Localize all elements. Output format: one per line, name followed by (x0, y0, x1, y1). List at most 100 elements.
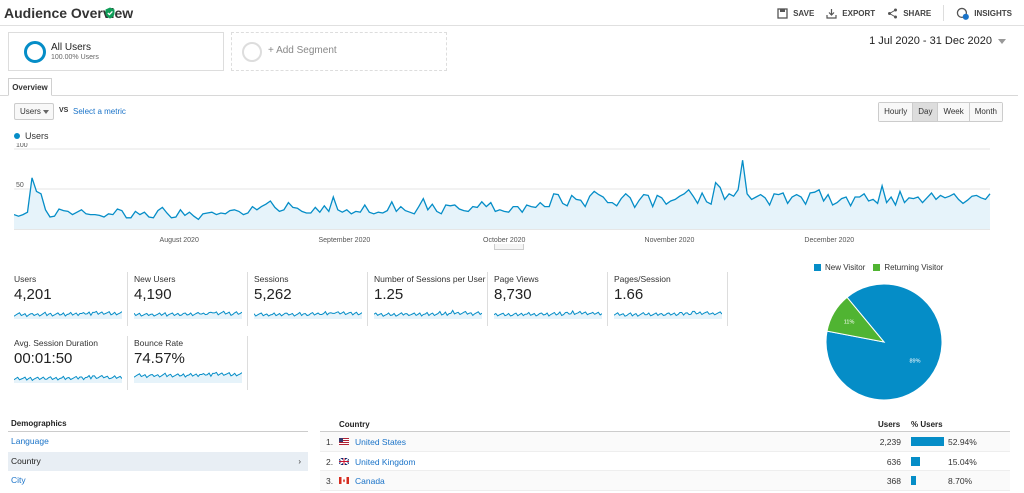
share-icon (888, 8, 898, 18)
month-button[interactable]: Month (969, 103, 1002, 121)
col-users-header[interactable]: Users (878, 420, 901, 429)
save-icon (777, 7, 788, 19)
metric-tile[interactable]: Sessions 5,262 (254, 272, 368, 326)
week-button[interactable]: Week (938, 103, 970, 121)
pie-slice-returning-visitor[interactable] (826, 296, 886, 343)
demographics-item-label: Country (11, 455, 41, 466)
segment-subtitle: 100.00% Users (51, 54, 99, 61)
x-tick-label: August 2020 (160, 237, 199, 244)
demographics-item-language[interactable]: Language (8, 432, 308, 452)
save-button[interactable]: SAVE (777, 7, 814, 19)
add-segment-label: + Add Segment (268, 45, 337, 56)
metric-label: Number of Sessions per User (374, 274, 486, 284)
day-button[interactable]: Day (913, 103, 939, 121)
metric-tile[interactable]: Number of Sessions per User 1.25 (374, 272, 488, 326)
metric-tile[interactable]: Avg. Session Duration 00:01:50 (14, 336, 128, 390)
row-rank: 1. (326, 437, 334, 447)
demographics-panel: Demographics Language Country › City (8, 416, 308, 491)
verified-shield-icon (105, 7, 115, 19)
metric-tile[interactable]: Pages/Session 1.66 (614, 272, 728, 326)
row-rank: 3. (326, 476, 334, 486)
sparkline-line (14, 374, 122, 382)
row-users: 636 (886, 456, 901, 467)
x-tick-label: September 2020 (319, 237, 371, 244)
metric-tile[interactable]: Users 4,201 (14, 272, 128, 326)
metric-sparkline (134, 310, 242, 319)
country-link[interactable]: Canada (355, 476, 385, 486)
metric-tile[interactable]: Page Views 8,730 (494, 272, 608, 326)
metric-value: 5,262 (254, 286, 292, 303)
metric-value: 4,201 (14, 286, 52, 303)
country-link[interactable]: United States (355, 437, 407, 447)
pie-legend: New Visitor Returning Visitor (814, 263, 951, 272)
row-pct: 52.94% (948, 437, 977, 447)
x-tick-label: December 2020 (804, 237, 854, 244)
metric-tile[interactable]: Bounce Rate 74.57% (134, 336, 248, 390)
hourly-button[interactable]: Hourly (879, 103, 914, 121)
row-rank: 2. (326, 456, 334, 467)
sparkline-area (14, 311, 122, 319)
demographics-item-label: Language (11, 436, 49, 446)
metric-value: 1.25 (374, 286, 404, 303)
metric-sparkline (494, 309, 602, 319)
share-button[interactable]: SHARE (887, 8, 931, 19)
top-bar: Audience Overview SAVE EXPORT SHARE INSI… (0, 0, 1024, 26)
ca-flag-icon (339, 477, 349, 484)
metric-select-value: Users (20, 107, 41, 116)
x-tick-label: November 2020 (645, 237, 695, 244)
metric-label: Page Views (494, 274, 539, 284)
chart-resize-handle[interactable] (494, 244, 524, 250)
action-divider (943, 5, 945, 21)
demographics-item-country[interactable]: Country › (8, 451, 308, 471)
metric-label: Users (14, 274, 37, 284)
sparkline-line (254, 310, 362, 317)
tab-divider (0, 95, 1018, 96)
granularity-toggle: Hourly Day Week Month (878, 102, 1003, 122)
y-tick-label: 100 (16, 143, 28, 149)
row-pct: 15.04% (948, 456, 977, 467)
chevron-down-icon (43, 110, 49, 114)
vs-label: VS (59, 107, 69, 114)
pie-slice-label: 89% (909, 358, 920, 364)
metric-sparkline (254, 310, 362, 319)
add-segment-button[interactable]: + Add Segment (231, 32, 447, 71)
row-pct: 8.70% (948, 476, 973, 486)
chevron-right-icon: › (298, 456, 301, 466)
country-link[interactable]: United Kingdom (355, 456, 416, 467)
metric-sparkline (14, 374, 122, 383)
date-range-text: 1 Jul 2020 - 31 Dec 2020 (869, 35, 992, 47)
metric-tile[interactable]: New Users 4,190 (134, 272, 248, 326)
x-tick-label: October 2020 (483, 237, 526, 244)
pie-slice-label: 11% (844, 319, 855, 325)
metric-label: Bounce Rate (134, 338, 184, 348)
metric-sparkline (14, 310, 122, 319)
demographics-item-label: City (11, 475, 26, 485)
metric-select[interactable]: Users (14, 103, 54, 120)
country-table-header: Country Users % Users (320, 416, 1010, 432)
users-line-chart: 100 50 August 2020 September 2020 October 20… (14, 143, 991, 244)
sparkline-line (374, 309, 482, 317)
tab-overview[interactable]: Overview (8, 78, 52, 96)
demographics-item-city[interactable]: City (8, 471, 308, 491)
row-share-bar (911, 437, 944, 446)
export-button[interactable]: EXPORT (826, 8, 875, 19)
metric-sparkline (134, 371, 242, 383)
insights-button[interactable]: INSIGHTS (956, 7, 1012, 20)
legend-new-visitor-label: New Visitor (825, 263, 866, 272)
sparkline-line (614, 310, 722, 317)
legend-returning-visitor: Returning Visitor (873, 263, 943, 272)
date-range-picker[interactable]: 1 Jul 2020 - 31 Dec 2020 (869, 35, 1006, 47)
y-tick-label: 50 (16, 182, 24, 189)
table-row: 2. United Kingdom 636 15.04% (320, 452, 1010, 471)
row-users: 2,239 (879, 437, 901, 447)
col-pct-header[interactable]: % Users (911, 420, 943, 429)
segment-ring-icon (24, 41, 46, 63)
select-metric-link[interactable]: Select a metric (73, 107, 126, 116)
row-share-bar (911, 476, 917, 485)
segment-all-users[interactable]: All Users 100.00% Users (8, 32, 224, 71)
page-title: Audience Overview (4, 5, 134, 21)
metric-label: New Users (134, 274, 176, 284)
add-segment-ring-icon (242, 42, 262, 62)
metric-value: 8,730 (494, 286, 532, 303)
col-country-header[interactable]: Country (339, 420, 370, 429)
